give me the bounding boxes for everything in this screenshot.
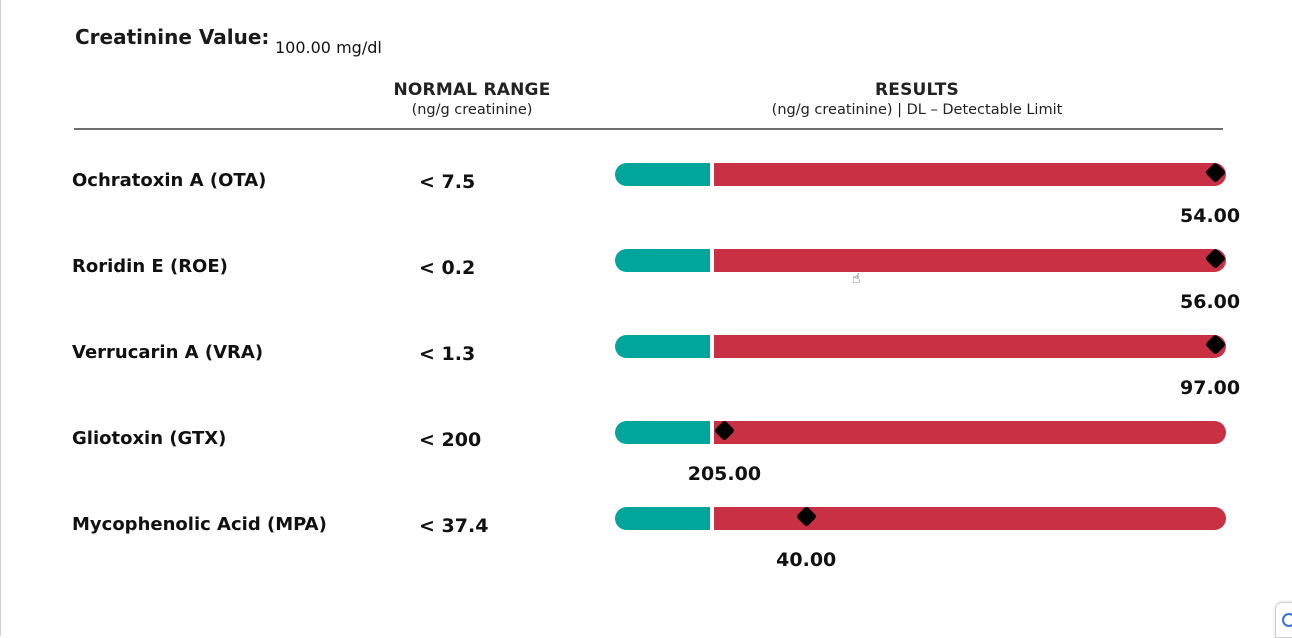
normal-range-bar	[615, 249, 710, 272]
normal-range-value: < 1.3	[419, 343, 476, 365]
elevated-range-bar	[714, 507, 1226, 530]
analyte-name: Roridin E (ROE)	[72, 256, 228, 277]
normal-range-bar	[615, 335, 710, 358]
normal-range-title: NORMAL RANGE	[393, 80, 551, 100]
analyte-name: Mycophenolic Acid (MPA)	[72, 514, 327, 535]
normal-range-value: < 7.5	[419, 171, 476, 193]
results-title: RESULTS	[874, 80, 959, 100]
results-subtitle: (ng/g creatinine) | DL – Detectable Limi…	[771, 102, 1063, 118]
assistant-widget-icon[interactable]	[1275, 602, 1292, 638]
normal-range-value: < 37.4	[419, 515, 489, 537]
normal-range-value: < 0.2	[419, 257, 476, 279]
results-header: RESULTS (ng/g creatinine) | DL – Detecta…	[712, 80, 1122, 118]
elevated-range-bar	[714, 421, 1226, 444]
result-value: 54.00	[1180, 205, 1241, 227]
normal-range-subtitle: (ng/g creatinine)	[411, 102, 533, 118]
analyte-name: Gliotoxin (GTX)	[72, 428, 227, 449]
normal-range-bar	[615, 507, 710, 530]
result-row: Verrucarin A (VRA) < 1.3 97.00	[0, 333, 1292, 422]
elevated-range-bar	[714, 249, 1226, 272]
header-divider	[74, 128, 1223, 130]
result-row: Gliotoxin (GTX) < 200 205.00	[0, 419, 1292, 508]
analyte-name: Ochratoxin A (OTA)	[72, 170, 267, 191]
elevated-range-bar	[714, 163, 1226, 186]
result-value: 56.00	[1180, 291, 1241, 313]
result-value: 40.00	[776, 549, 837, 571]
elevated-range-bar	[714, 335, 1226, 358]
result-row: Mycophenolic Acid (MPA) < 37.4 40.00	[0, 505, 1292, 594]
hand-cursor-icon: ☝	[852, 271, 861, 287]
normal-range-value: < 200	[419, 429, 482, 451]
analyte-name: Verrucarin A (VRA)	[72, 342, 264, 363]
result-value: 97.00	[1180, 377, 1241, 399]
normal-range-header: NORMAL RANGE (ng/g creatinine)	[372, 80, 572, 118]
creatinine-label: Creatinine Value:	[75, 25, 270, 49]
normal-range-bar	[615, 163, 710, 186]
creatinine-value: 100.00 mg/dl	[275, 38, 382, 57]
page-edge	[0, 0, 1, 636]
result-row: Ochratoxin A (OTA) < 7.5 54.00	[0, 161, 1292, 250]
normal-range-bar	[615, 421, 710, 444]
result-row: Roridin E (ROE) < 0.2 56.00	[0, 247, 1292, 336]
widget-dot	[1282, 613, 1292, 627]
result-value: 205.00	[687, 463, 762, 485]
